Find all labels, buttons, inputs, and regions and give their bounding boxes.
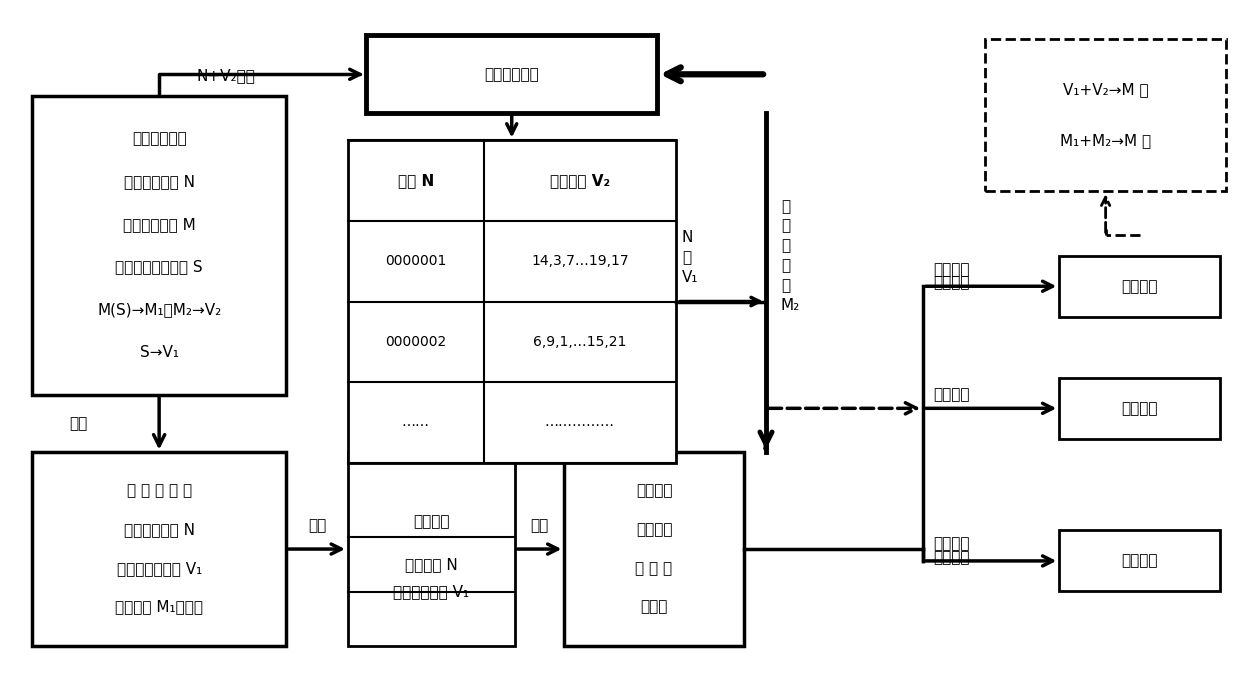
Text: 14,3,7…19,17: 14,3,7…19,17 bbox=[531, 254, 629, 268]
Text: N+V₂备案: N+V₂备案 bbox=[196, 68, 255, 83]
Text: 随机构造洗牌方阵 S: 随机构造洗牌方阵 S bbox=[115, 259, 203, 274]
Bar bbox=[347, 140, 676, 462]
Text: 随机构造幻方 M: 随机构造幻方 M bbox=[123, 217, 196, 232]
Text: 0000002: 0000002 bbox=[386, 335, 446, 349]
Text: 6,9,1,…15,21: 6,9,1,…15,21 bbox=[533, 335, 626, 349]
Bar bbox=[985, 39, 1226, 191]
Text: 防 伪 码 印 刷: 防 伪 码 印 刷 bbox=[126, 484, 192, 498]
Text: 编号作废: 编号作废 bbox=[1121, 554, 1158, 569]
Text: N
＋
V₁: N ＋ V₁ bbox=[682, 230, 698, 285]
Bar bbox=[1059, 256, 1220, 317]
Text: 隐藏: 隐藏 bbox=[308, 518, 326, 533]
Text: 效验向量 V₂: 效验向量 V₂ bbox=[549, 173, 610, 188]
Text: V₁+V₂→M 或: V₁+V₂→M 或 bbox=[1063, 82, 1148, 97]
Text: ……: …… bbox=[402, 415, 430, 429]
Text: 防伪中心电脑: 防伪中心电脑 bbox=[131, 131, 186, 146]
Text: 询终端: 询终端 bbox=[640, 599, 667, 614]
Text: ……………: …………… bbox=[544, 415, 615, 429]
Text: 脑 等 查: 脑 等 查 bbox=[635, 561, 672, 576]
Text: 防伪数据中心: 防伪数据中心 bbox=[485, 67, 539, 82]
Text: 假冒产品: 假冒产品 bbox=[1121, 401, 1158, 416]
Text: 信息、电: 信息、电 bbox=[636, 522, 672, 537]
Text: 电话、短: 电话、短 bbox=[636, 484, 672, 498]
Text: 认证正确: 认证正确 bbox=[932, 550, 970, 565]
Text: 隐性印刷防伪码 V₁: 隐性印刷防伪码 V₁ bbox=[117, 561, 202, 576]
Text: 商品编号 N: 商品编号 N bbox=[405, 557, 458, 572]
Text: 编号 N: 编号 N bbox=[398, 173, 434, 188]
Text: 认证失败: 认证失败 bbox=[932, 387, 970, 402]
Text: 认
证
结
果
＋
M₂: 认 证 结 果 ＋ M₂ bbox=[781, 199, 800, 313]
Bar bbox=[564, 452, 744, 646]
Bar bbox=[32, 96, 286, 395]
Text: 再次认证: 再次认证 bbox=[932, 537, 970, 552]
Text: 商品按序编号 N: 商品按序编号 N bbox=[124, 174, 195, 189]
Text: 缺陷幻方 M₁加封套: 缺陷幻方 M₁加封套 bbox=[115, 599, 203, 614]
Bar bbox=[1059, 530, 1220, 591]
Bar bbox=[32, 452, 286, 646]
Text: 显性印刷编号 N: 显性印刷编号 N bbox=[124, 522, 195, 537]
Text: M₁+M₂→M ？: M₁+M₂→M ？ bbox=[1060, 133, 1151, 148]
Text: 防伪标识: 防伪标识 bbox=[413, 514, 450, 530]
Bar bbox=[1059, 378, 1220, 439]
Text: 0000001: 0000001 bbox=[386, 254, 446, 268]
Text: 首次查询: 首次查询 bbox=[932, 262, 970, 276]
Text: 认证正确: 认证正确 bbox=[932, 275, 970, 290]
Text: 正牌产品: 正牌产品 bbox=[1121, 279, 1158, 294]
Text: M(S)→M₁＋M₂→V₂: M(S)→M₁＋M₂→V₂ bbox=[97, 302, 221, 317]
Text: 印刷: 印刷 bbox=[69, 416, 88, 431]
Text: 查询: 查询 bbox=[531, 518, 549, 533]
Text: 揭开式防伪码 V₁: 揭开式防伪码 V₁ bbox=[393, 584, 470, 599]
Text: S→V₁: S→V₁ bbox=[140, 345, 179, 360]
Bar bbox=[347, 452, 515, 646]
Bar bbox=[366, 35, 657, 113]
